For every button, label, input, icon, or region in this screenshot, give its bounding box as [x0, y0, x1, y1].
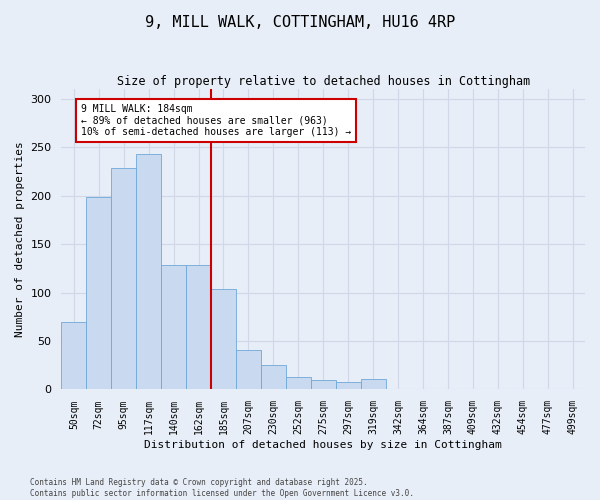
- Bar: [86, 196, 111, 390]
- Bar: [311, 380, 335, 390]
- Bar: [111, 168, 136, 390]
- Bar: [61, 322, 86, 390]
- Title: Size of property relative to detached houses in Cottingham: Size of property relative to detached ho…: [116, 75, 530, 88]
- Bar: [186, 264, 211, 390]
- Bar: [560, 388, 585, 390]
- Text: 9 MILL WALK: 184sqm
← 89% of detached houses are smaller (963)
10% of semi-detac: 9 MILL WALK: 184sqm ← 89% of detached ho…: [82, 104, 352, 137]
- Bar: [361, 379, 386, 390]
- Y-axis label: Number of detached properties: Number of detached properties: [15, 142, 25, 337]
- Text: 9, MILL WALK, COTTINGHAM, HU16 4RP: 9, MILL WALK, COTTINGHAM, HU16 4RP: [145, 15, 455, 30]
- Bar: [410, 388, 436, 390]
- Bar: [211, 288, 236, 390]
- Text: Contains HM Land Registry data © Crown copyright and database right 2025.
Contai: Contains HM Land Registry data © Crown c…: [30, 478, 414, 498]
- Bar: [136, 154, 161, 390]
- Bar: [161, 264, 186, 390]
- X-axis label: Distribution of detached houses by size in Cottingham: Distribution of detached houses by size …: [145, 440, 502, 450]
- Bar: [286, 377, 311, 390]
- Bar: [335, 382, 361, 390]
- Bar: [261, 366, 286, 390]
- Bar: [236, 350, 261, 390]
